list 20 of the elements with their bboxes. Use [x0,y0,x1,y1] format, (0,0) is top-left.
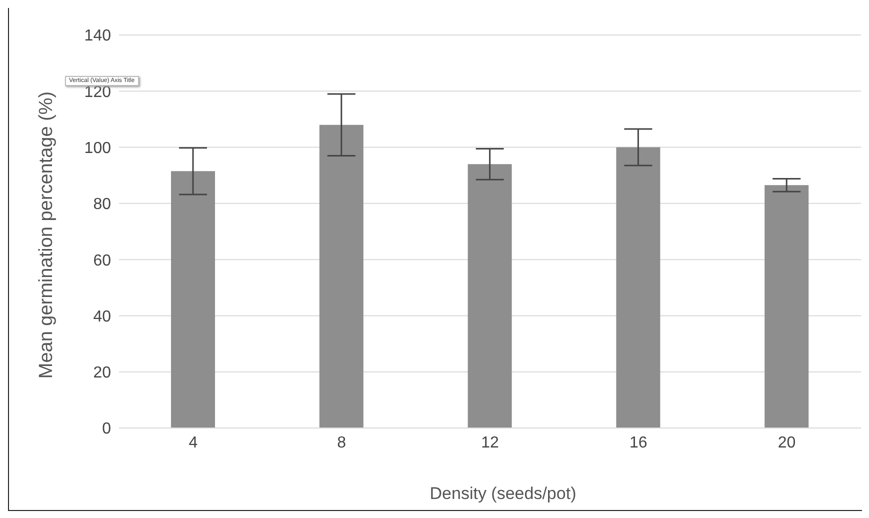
x-tick-label: 12 [481,434,499,452]
y-tick-label: 120 [84,84,112,101]
y-axis-title: Mean germination percentage (%) [36,91,58,379]
x-tick-label: 16 [630,434,648,452]
x-tick-label: 8 [337,434,346,452]
y-tick-label: 20 [93,364,112,382]
y-tick-label: 140 [84,28,112,45]
x-axis-title: Density (seeds/pot) [430,484,576,504]
bar [764,185,809,428]
bar [468,164,512,428]
bar [616,147,660,428]
y-tick-label: 60 [93,252,112,270]
y-tick-label: 80 [93,196,112,214]
bar [171,171,215,428]
y-tick-label: 100 [84,140,112,157]
x-tick-label: 20 [778,434,796,452]
bar [319,124,364,428]
x-tick-label: 4 [188,434,198,452]
y-tick-label: 0 [102,420,112,438]
y-tick-label: 40 [93,308,112,326]
